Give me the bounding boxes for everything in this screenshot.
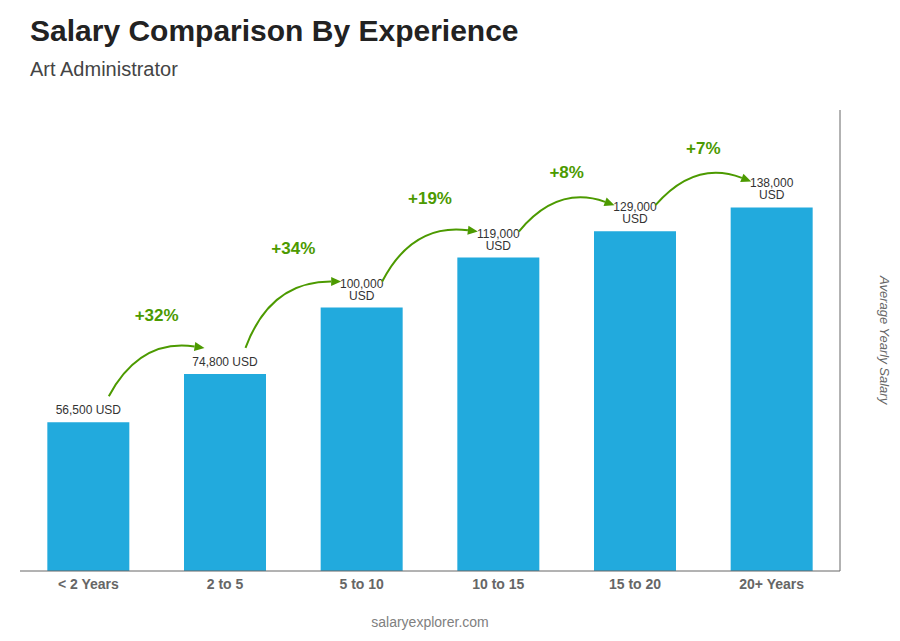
svg-text:salaryexplorer.com: salaryexplorer.com	[371, 614, 489, 630]
svg-text:+34%: +34%	[271, 239, 315, 258]
svg-text:2 to 5: 2 to 5	[207, 576, 244, 592]
svg-text:56,500 USD: 56,500 USD	[56, 403, 122, 417]
svg-text:100,000USD: 100,000USD	[340, 277, 384, 303]
svg-text:+19%: +19%	[408, 189, 452, 208]
html-text:Average Yearly Salary: Average Yearly Salary	[877, 276, 892, 405]
svg-text:74,800 USD: 74,800 USD	[192, 355, 258, 369]
svg-text:+32%: +32%	[135, 306, 179, 325]
svg-text:15 to 20: 15 to 20	[609, 576, 661, 592]
svg-text:+8%: +8%	[549, 163, 584, 182]
svg-text:< 2 Years: < 2 Years	[58, 576, 119, 592]
svg-text:5 to 10: 5 to 10	[339, 576, 384, 592]
html-text:Art Administrator: Art Administrator	[30, 58, 178, 80]
html-text:Salary Comparison By Experienc: Salary Comparison By Experience	[30, 14, 519, 47]
svg-text:119,000USD: 119,000USD	[477, 227, 520, 253]
svg-text:10 to 15: 10 to 15	[472, 576, 524, 592]
svg-text:138,000USD: 138,000USD	[750, 176, 794, 202]
svg-text:+7%: +7%	[686, 139, 721, 158]
svg-text:20+ Years: 20+ Years	[739, 576, 804, 592]
svg-text:129,000USD: 129,000USD	[613, 200, 657, 226]
